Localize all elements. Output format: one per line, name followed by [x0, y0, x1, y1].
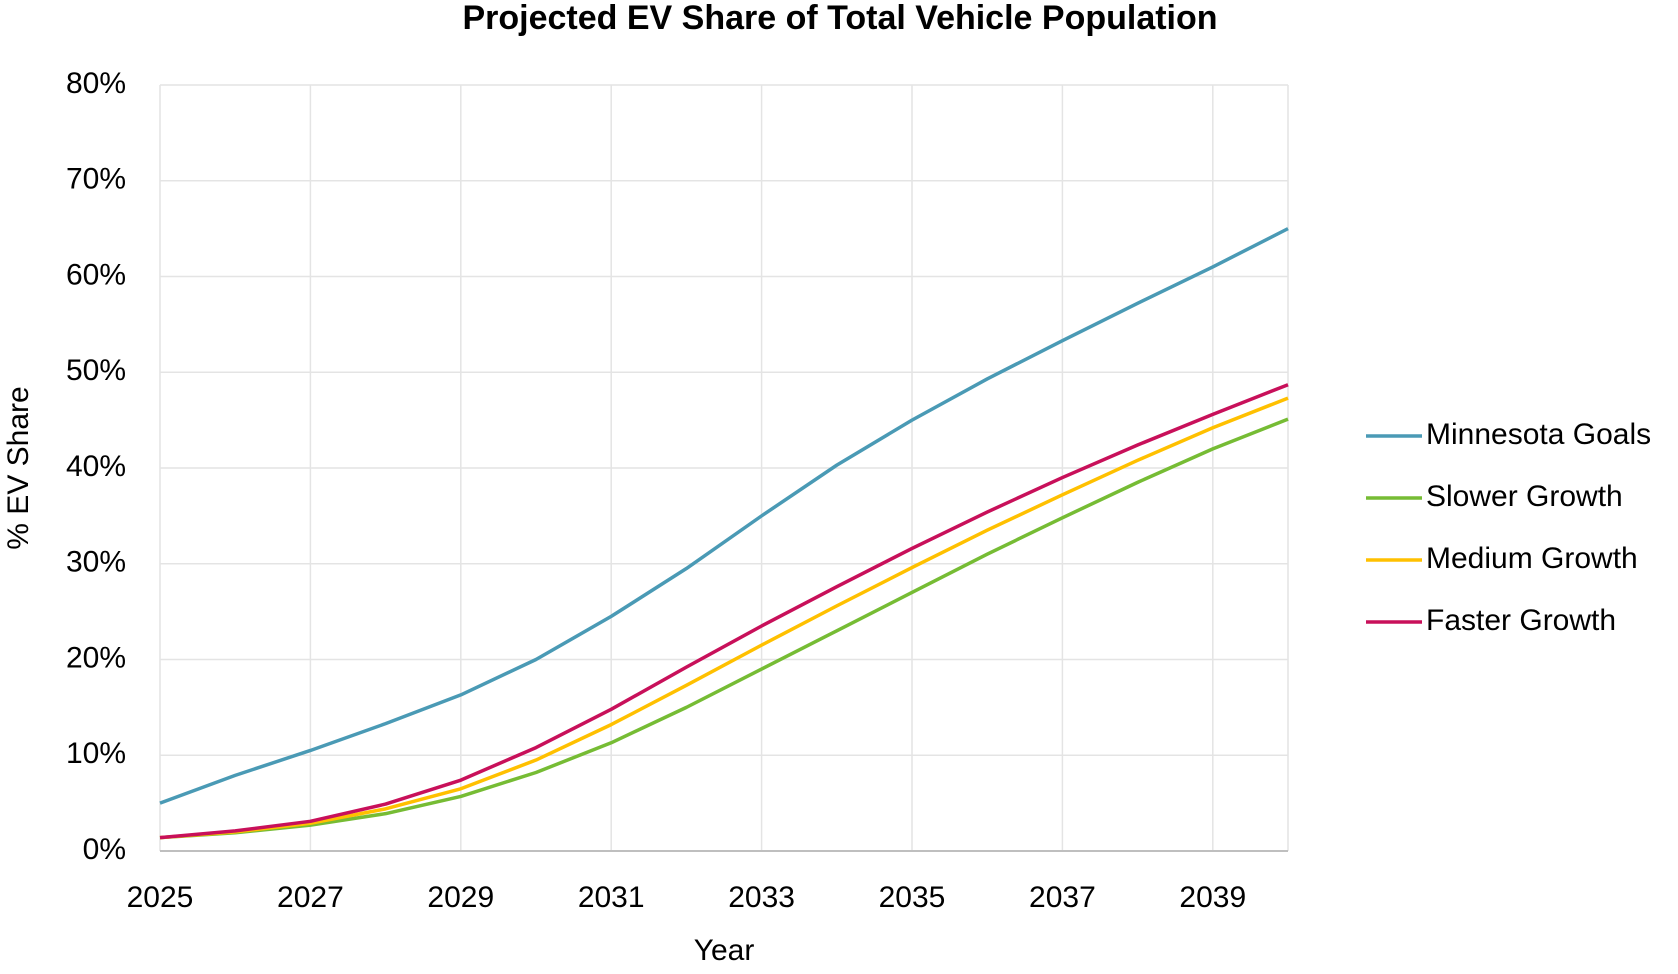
chart-title: Projected EV Share of Total Vehicle Popu…: [462, 0, 1217, 37]
legend-label: Faster Growth: [1426, 604, 1616, 637]
legend-label: Minnesota Goals: [1426, 418, 1651, 451]
series-line: [159, 227, 1289, 805]
y-axis-label: % EV Share: [2, 386, 35, 549]
y-tick-label: 0%: [83, 833, 126, 866]
y-tick-label: 20%: [66, 641, 126, 674]
x-tick-label: 2035: [879, 881, 946, 914]
x-axis-label: Year: [694, 934, 755, 967]
x-tick-label: 2039: [1179, 881, 1246, 914]
x-tick-label: 2037: [1029, 881, 1096, 914]
y-tick-label: 60%: [66, 258, 126, 291]
y-tick-label: 30%: [66, 546, 126, 579]
x-tick-label: 2029: [427, 881, 494, 914]
y-tick-label: 70%: [66, 163, 126, 196]
series-line: [159, 417, 1289, 840]
y-tick-label: 40%: [66, 450, 126, 483]
series-line: [159, 383, 1289, 840]
y-tick-label: 50%: [66, 354, 126, 387]
x-tick-label: 2027: [277, 881, 344, 914]
x-tick-label: 2031: [578, 881, 645, 914]
series-line: [159, 396, 1289, 840]
legend-label: Slower Growth: [1426, 480, 1623, 513]
x-tick-label: 2025: [127, 881, 194, 914]
x-tick-label: 2033: [728, 881, 795, 914]
y-tick-label: 80%: [66, 67, 126, 100]
legend-label: Medium Growth: [1426, 542, 1638, 575]
y-tick-label: 10%: [66, 737, 126, 770]
